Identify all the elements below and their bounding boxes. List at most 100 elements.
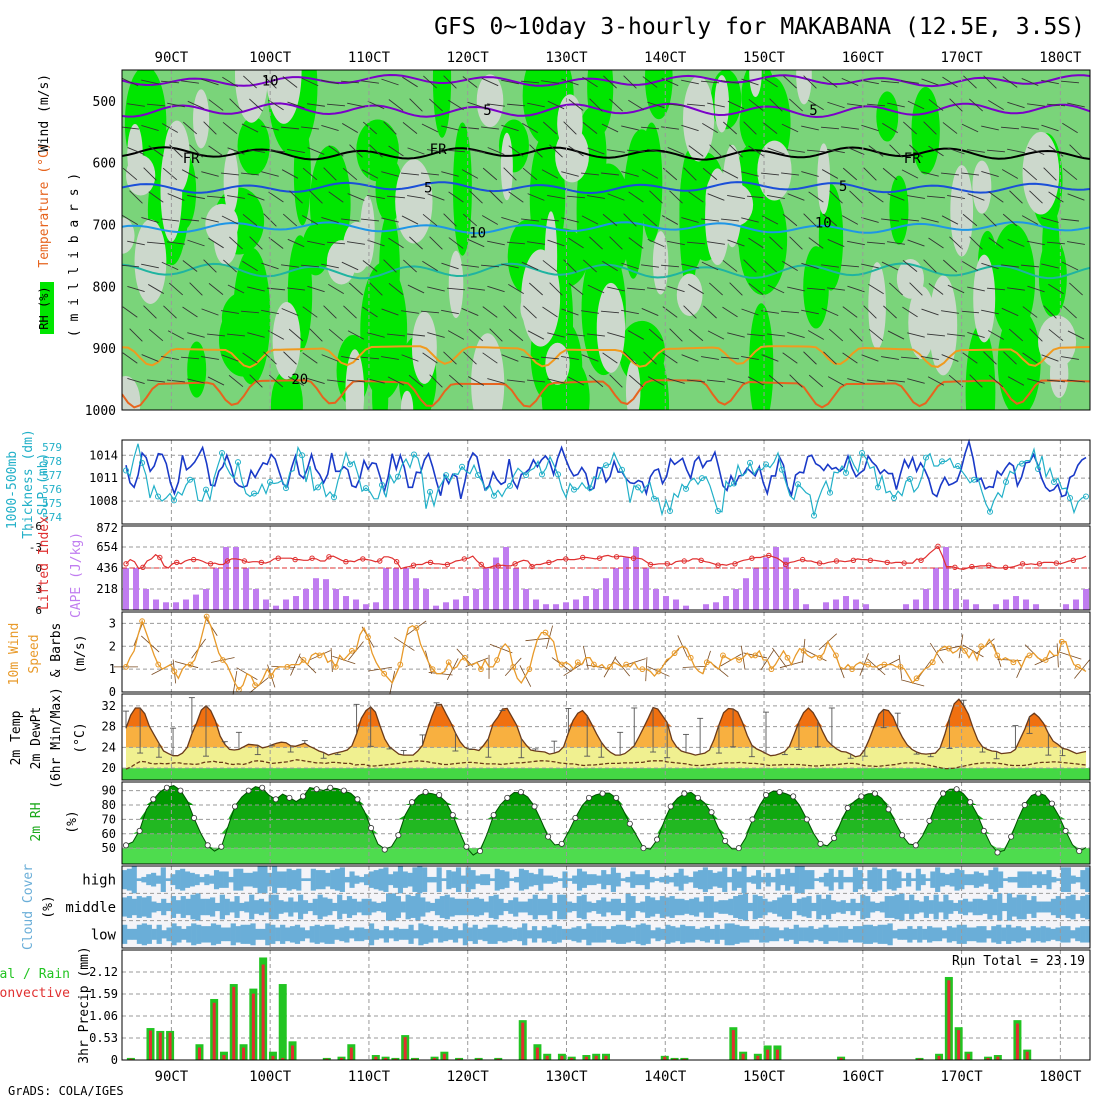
- cloud-middle-cell: [674, 898, 680, 916]
- cloud-middle-cell: [322, 897, 328, 917]
- contour-label: 5: [483, 103, 491, 119]
- wind-barb: [847, 378, 865, 384]
- wind-barb: [589, 98, 603, 112]
- cloud-high-cell: [485, 874, 491, 886]
- cloud-low-cell: [976, 926, 982, 943]
- cloud-low-cell: [581, 928, 587, 940]
- cloud-high-cell: [838, 870, 844, 890]
- wind-barb: [827, 148, 845, 154]
- cloud-low-cell: [255, 928, 261, 940]
- millibars-axis-label: ( m i l l i b a r s ): [67, 173, 82, 337]
- cloud-middle-cell: [850, 898, 856, 916]
- run-total-label: Run Total = 23.19: [952, 954, 1085, 969]
- wind-barb: [508, 283, 524, 295]
- cloud-middle-cell: [527, 898, 533, 916]
- wind-barb: [129, 190, 143, 204]
- cloud-high-cell: [586, 874, 592, 886]
- cloud-middle-cell: [620, 902, 626, 912]
- wind-barb: [962, 260, 978, 272]
- wind-barb: [321, 354, 339, 362]
- cloud-low-cell: [848, 928, 854, 940]
- cloud-low-cell: [1030, 926, 1036, 943]
- cloud-high-cell: [601, 870, 607, 890]
- precip-convective-bar: [384, 1057, 388, 1060]
- wind-barb: [587, 195, 605, 199]
- cloud-high-cell: [1002, 878, 1009, 882]
- wind-barb: [582, 122, 598, 134]
- cloud-middle-cell: [337, 894, 343, 920]
- wind-barb: [1041, 263, 1059, 269]
- wind-barb: [347, 379, 365, 383]
- wind-barb: [727, 378, 745, 384]
- cloud-low-cell: [156, 924, 162, 944]
- cloud-low-cell: [981, 926, 987, 943]
- cloud-low-cell: [447, 928, 454, 940]
- cloud-middle-cell: [146, 896, 152, 918]
- wind-barb: [507, 379, 525, 383]
- cloud-middle-cell: [151, 901, 157, 913]
- cloud-low-cell: [892, 930, 898, 939]
- cape-bar: [783, 557, 789, 610]
- cloud-middle-cell: [430, 902, 436, 912]
- wind-barb: [842, 167, 858, 181]
- cloud-low-cell: [897, 928, 903, 940]
- cloud-low-cell: [882, 924, 888, 944]
- wind-barb: [467, 287, 485, 291]
- rh-marker: [654, 836, 661, 843]
- cape-bar: [493, 557, 499, 610]
- rh-marker: [204, 842, 211, 849]
- cloud-low-cell: [591, 926, 597, 943]
- wind-barb: [529, 144, 543, 158]
- cloud-low-cell: [1055, 927, 1061, 942]
- wind-barb: [741, 78, 759, 86]
- precip-convective-bar: [271, 1055, 275, 1060]
- cloud-high-cell: [756, 870, 762, 890]
- wind-barb: [506, 241, 526, 245]
- cloud-high-cell: [988, 870, 994, 890]
- wind-barb: [847, 103, 865, 107]
- wind-barb: [827, 376, 845, 386]
- cloud-low-cell: [754, 928, 760, 940]
- lifted-index-marker: [783, 561, 789, 568]
- wind-barb: [849, 328, 863, 342]
- rh-dry-patch: [717, 183, 754, 227]
- rh-marker: [858, 793, 865, 800]
- precip-tick-label: 0.53: [89, 1031, 118, 1045]
- rh-marker: [626, 820, 633, 827]
- wind-barb: [243, 75, 257, 89]
- cloud-middle-cell: [356, 901, 362, 913]
- cloud-high-cell: [257, 866, 263, 894]
- cloud-middle-cell: [953, 902, 959, 912]
- wind-barb: [1027, 146, 1045, 156]
- cloud-low-cell: [927, 926, 933, 943]
- cape-bar: [913, 599, 919, 610]
- wind-barb: [1022, 352, 1038, 364]
- wind-barb: [122, 215, 138, 225]
- rh-marker: [531, 803, 538, 810]
- wind10-marker: [784, 654, 791, 661]
- cloud-high-cell: [741, 866, 747, 894]
- cape-bar: [563, 602, 569, 610]
- cloud-high-cell: [881, 878, 888, 882]
- cloud-middle-cell: [811, 902, 817, 912]
- cloud-high-cell: [378, 868, 384, 891]
- wind-barb: [707, 379, 725, 383]
- cloud-high-cell: [891, 868, 897, 891]
- wind-barb: [302, 306, 318, 318]
- wind-barb: [541, 218, 559, 222]
- cloud-high-cell: [775, 868, 781, 891]
- wind-barb: [249, 374, 263, 388]
- cloud-high-cell: [460, 875, 466, 884]
- cloud-middle-cell: [498, 898, 504, 916]
- thickness-marker: [427, 488, 433, 495]
- cloud-middle-cell: [258, 898, 265, 916]
- cloud-low-cell: [946, 926, 953, 943]
- cloud-middle-cell: [796, 898, 802, 916]
- rh-marker: [286, 794, 293, 801]
- cloud-middle-cell: [855, 902, 861, 912]
- rh-dry-patch: [345, 349, 365, 410]
- cloud-low-cell: [734, 924, 740, 944]
- wind-barb: [861, 217, 879, 223]
- wind-barb: [907, 195, 925, 199]
